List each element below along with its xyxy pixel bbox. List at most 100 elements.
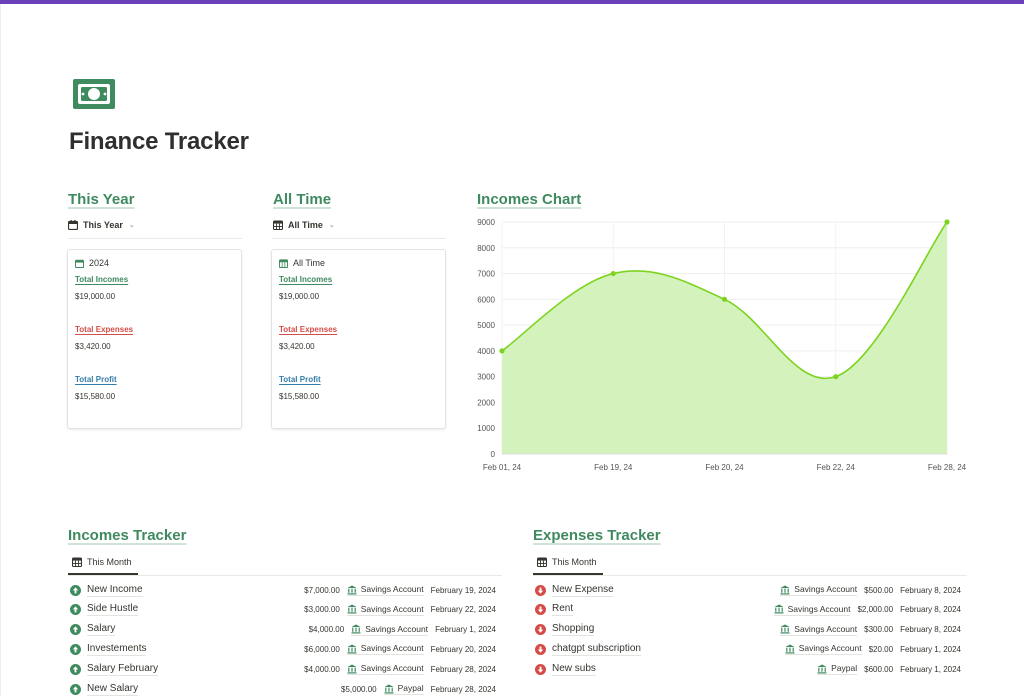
incomes-chart[interactable]: 0 1000 2000 3000 4000 5000 6000 7000 8000 9000 Feb… <box>476 212 976 477</box>
x-tick-label: Feb 20, 24 <box>705 463 744 472</box>
entry-name[interactable]: New Salary <box>87 682 139 696</box>
income-amount: $3,000.00 <box>304 605 340 615</box>
entry-properties: $3,000.00 Savings Account February 22, 202… <box>304 601 496 619</box>
y-tick-label: 9000 <box>477 218 495 227</box>
income-date: February 22, 2024 <box>430 605 496 615</box>
total-incomes-value: $19,000.00 <box>75 292 116 301</box>
entry-properties: $6,000.00 Savings Account February 20, 202… <box>304 640 496 658</box>
total-profit-label: Total Profit <box>75 375 117 384</box>
y-tick-label: 6000 <box>477 295 495 304</box>
income-date: February 20, 2024 <box>430 644 496 654</box>
account-name: Savings Account <box>360 603 424 614</box>
income-row[interactable]: Salary $4,000.00 Savings Account February 1… <box>70 621 496 639</box>
tab-divider <box>68 575 502 576</box>
chevron-down-icon: ⌄ <box>328 222 335 229</box>
income-row[interactable]: New Income $7,000.00 Savings Account Februa… <box>70 581 496 599</box>
expense-amount: $2,000.00 <box>857 605 894 615</box>
account-name: Savings Account <box>794 623 858 634</box>
entry-name[interactable]: chatgpt subscription <box>552 642 641 656</box>
income-row[interactable]: Salary February $4,000.00 Savings Account F… <box>70 660 496 678</box>
entry-properties: Savings Account $20.00 February 1, 2024 <box>784 640 961 658</box>
total-expenses-label: Total Expenses <box>75 325 134 334</box>
account-link[interactable]: Savings Account <box>346 584 424 596</box>
expenses-tracker-heading[interactable]: Expenses Tracker <box>533 527 661 544</box>
account-name: Savings Account <box>794 584 858 594</box>
entry-name[interactable]: Salary <box>87 623 116 637</box>
income-amount: $4,000.00 <box>308 625 345 635</box>
account-link[interactable]: Paypal <box>817 663 858 676</box>
expenses-tracker-tab-label: This Month <box>552 557 597 567</box>
income-row[interactable]: New Salary $5,000.00 Paypal February 28, 20… <box>70 680 496 698</box>
tab-divider <box>68 238 242 239</box>
account-link[interactable]: Savings Account <box>346 603 424 616</box>
entry-properties: $5,000.00 Paypal February 28, 2024 <box>341 680 496 698</box>
incomes-tracker-view-tab[interactable]: This Month <box>72 557 132 567</box>
account-name: Savings Account <box>798 643 862 654</box>
entry-name[interactable]: New Income <box>87 583 143 597</box>
money-bill-icon[interactable] <box>73 79 115 109</box>
table-icon <box>72 557 82 567</box>
data-point <box>833 374 839 380</box>
this-year-view-tab[interactable]: This Year ⌄ <box>68 220 135 230</box>
arrow-down-circle-icon <box>535 663 546 675</box>
all-time-view-tab[interactable]: All Time ⌄ <box>273 220 335 230</box>
account-link[interactable]: Savings Account <box>773 604 851 616</box>
expense-row[interactable]: Rent Savings Account $2,000.00 February 8, … <box>535 601 961 619</box>
account-name: Savings Account <box>360 643 424 654</box>
income-date: February 19, 2024 <box>430 585 496 595</box>
incomes-tracker-heading[interactable]: Incomes Tracker <box>68 527 187 544</box>
entry-properties: Paypal $600.00 February 1, 2024 <box>817 660 961 678</box>
y-tick-label: 4000 <box>477 347 495 356</box>
entry-name[interactable]: Rent <box>552 603 574 617</box>
x-tick-label: Feb 28, 24 <box>928 463 967 472</box>
table-icon <box>273 220 283 230</box>
card-title-text: 2024 <box>89 258 110 268</box>
total-expenses-value: $3,420.00 <box>279 342 315 351</box>
income-row[interactable]: Side Hustle $3,000.00 Savings Account Febru… <box>70 601 496 619</box>
expense-row[interactable]: New Expense Savings Account $500.00 Februar… <box>535 581 961 599</box>
entry-properties: Savings Account $300.00 February 8, 2024 <box>780 621 961 639</box>
window-edge <box>0 4 1 696</box>
all-time-card[interactable]: All Time Total Incomes $19,000.00 Total … <box>271 249 446 429</box>
y-tick-label: 1000 <box>477 424 495 433</box>
account-name: Paypal <box>831 663 858 674</box>
y-tick-label: 8000 <box>477 244 495 253</box>
expenses-tracker-view-tab[interactable]: This Month <box>537 557 597 567</box>
expense-amount: $300.00 <box>864 625 894 635</box>
account-link[interactable]: Savings Account <box>784 643 862 656</box>
entry-name[interactable]: New Expense <box>552 583 614 597</box>
entry-name[interactable]: Salary February <box>87 662 159 676</box>
entry-name[interactable]: Investements <box>87 642 147 656</box>
total-profit-value: $15,580.00 <box>75 392 116 401</box>
income-row[interactable]: Investements $6,000.00 Savings Account Febr… <box>70 640 496 658</box>
this-year-card[interactable]: 2024 Total Incomes $19,000.00 Total Expe… <box>67 249 242 429</box>
account-link[interactable]: Savings Account <box>346 643 424 656</box>
all-time-heading[interactable]: All Time <box>273 191 332 208</box>
income-amount: $5,000.00 <box>341 684 377 694</box>
expense-row[interactable]: Shopping Savings Account $300.00 February 8… <box>535 621 961 639</box>
active-tab-indicator <box>68 573 138 575</box>
incomes-chart-svg: 0 1000 2000 3000 4000 5000 6000 7000 8000 9000 Feb… <box>477 218 967 472</box>
entry-name[interactable]: Shopping <box>552 623 595 637</box>
account-link[interactable]: Savings Account <box>780 584 858 596</box>
account-link[interactable]: Savings Account <box>351 624 429 636</box>
account-link[interactable]: Savings Account <box>346 663 424 676</box>
entry-name[interactable]: New subs <box>552 662 596 676</box>
this-year-heading[interactable]: This Year <box>68 191 135 208</box>
expense-row[interactable]: chatgpt subscription Savings Account $20.0… <box>535 640 961 658</box>
incomes-chart-heading[interactable]: Incomes Chart <box>477 191 582 208</box>
account-link[interactable]: Savings Account <box>780 623 858 636</box>
entry-name[interactable]: Side Hustle <box>87 603 139 617</box>
account-link[interactable]: Paypal <box>383 683 424 695</box>
total-incomes-label: Total Incomes <box>279 275 333 284</box>
table-icon <box>537 557 547 567</box>
arrow-down-circle-icon <box>535 624 546 636</box>
expense-date: February 8, 2024 <box>900 625 961 635</box>
income-amount: $4,000.00 <box>304 664 340 674</box>
table-icon <box>279 258 288 268</box>
bank-icon <box>347 664 357 674</box>
bank-icon <box>817 664 827 674</box>
expense-row[interactable]: New subs Paypal $600.00 February 1, 2024 <box>535 660 961 678</box>
x-tick-label: Feb 19, 24 <box>594 463 633 472</box>
x-tick-label: Feb 22, 24 <box>817 463 856 472</box>
